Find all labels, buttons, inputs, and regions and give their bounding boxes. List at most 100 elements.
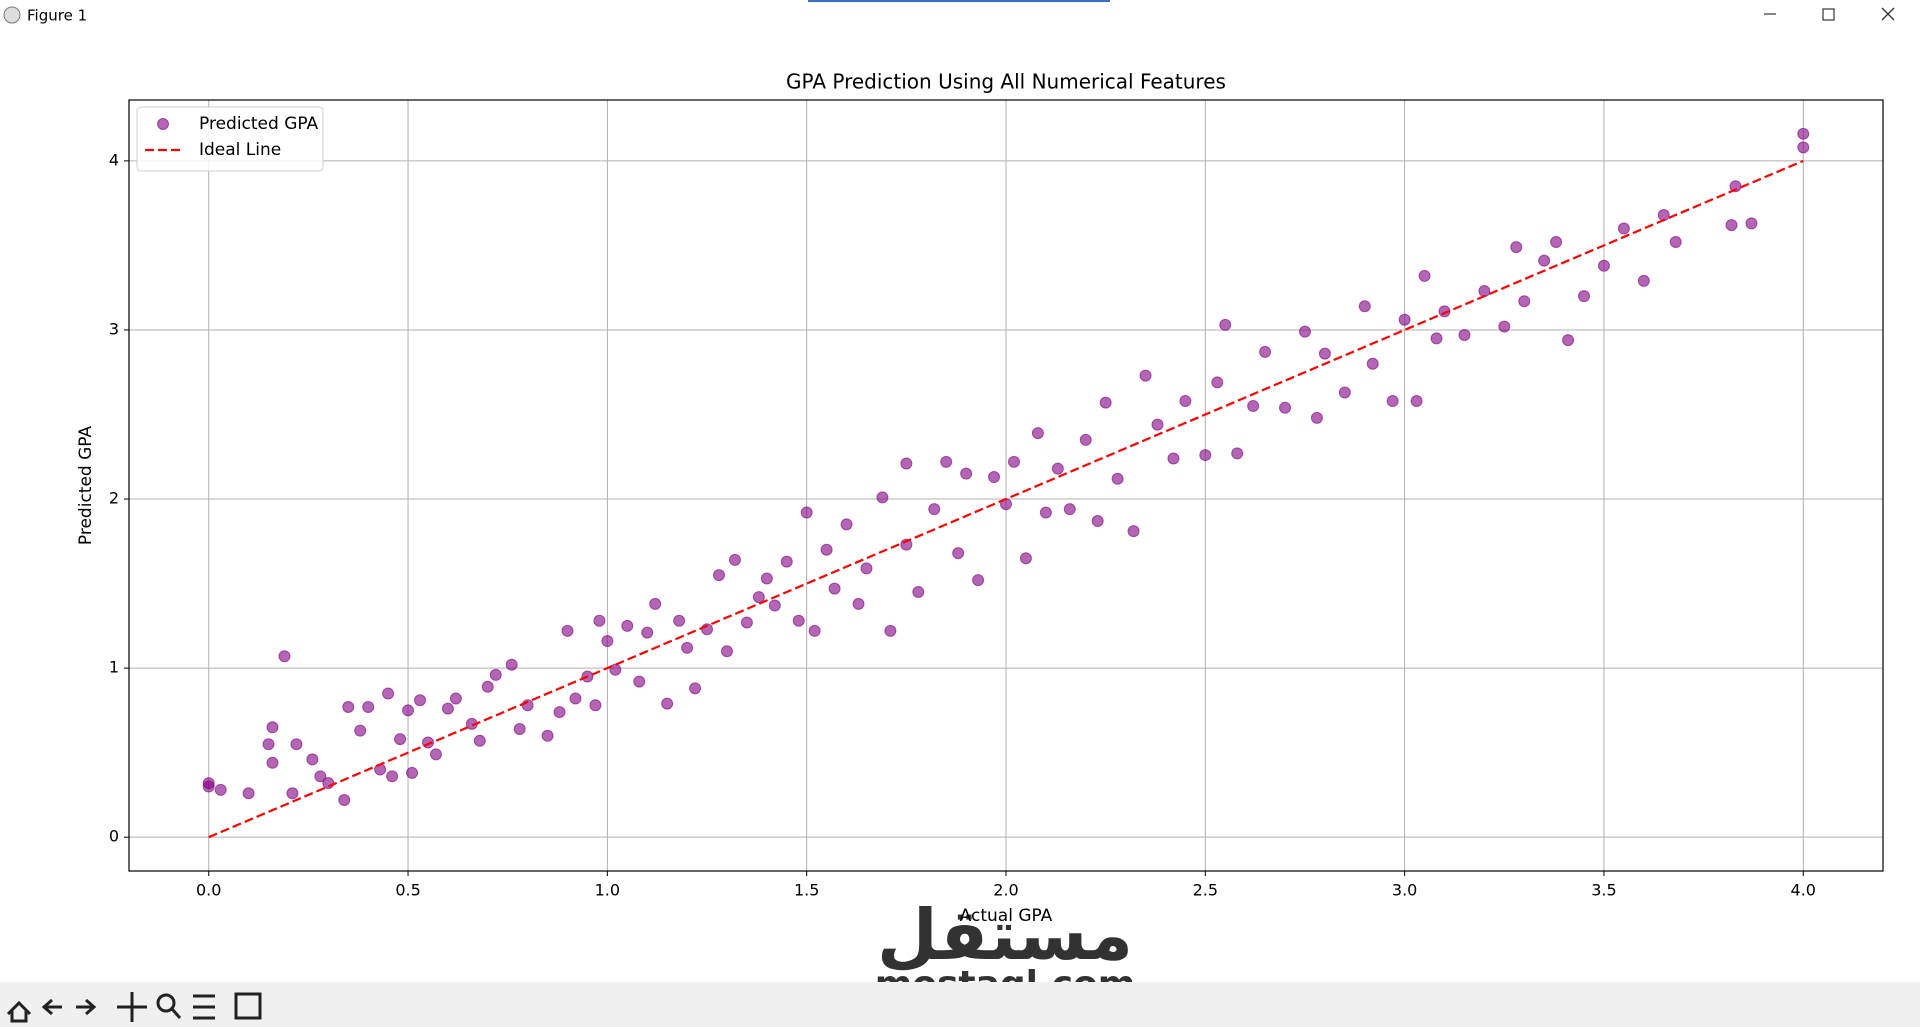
scatter-point <box>1725 219 1738 232</box>
scatter-point <box>1518 295 1531 308</box>
scatter-point <box>593 614 606 627</box>
scatter-point <box>1039 506 1052 519</box>
scatter-point <box>960 467 973 480</box>
x-tick-label: 1.0 <box>595 881 620 900</box>
scatter-point <box>912 586 925 599</box>
legend-label: Ideal Line <box>199 140 281 160</box>
scatter-point <box>1398 313 1411 326</box>
scatter-point <box>1386 394 1399 407</box>
scatter-point <box>1179 394 1192 407</box>
scatter-point <box>1127 525 1140 538</box>
legend <box>136 106 324 172</box>
scatter-point <box>382 687 395 700</box>
scatter-point <box>601 635 614 648</box>
scatter-point <box>972 574 985 587</box>
scatter-point <box>681 641 694 654</box>
scatter-point <box>1007 455 1020 468</box>
scatter-point <box>988 471 1001 484</box>
scatter-point <box>1617 222 1630 235</box>
scatter-point <box>900 457 913 470</box>
scatter-point <box>386 770 399 783</box>
chart-title: GPA Prediction Using All Numerical Featu… <box>786 70 1226 94</box>
save-button[interactable] <box>234 992 262 1020</box>
scatter-point <box>760 572 773 585</box>
toolbar <box>0 982 1920 1027</box>
scatter-point <box>1797 127 1810 140</box>
scatter-point <box>1111 472 1124 485</box>
scatter-point <box>1657 208 1670 221</box>
scatter-point <box>202 780 215 793</box>
scatter-point <box>1669 236 1682 249</box>
legend-label: Predicted GPA <box>199 114 319 134</box>
y-axis-label: Predicted GPA <box>76 426 96 546</box>
x-tick-label: 3.5 <box>1591 881 1616 900</box>
toolbar-icons <box>6 992 262 1023</box>
scatter-point <box>792 614 805 627</box>
scatter-point <box>1259 345 1272 358</box>
scatter-point <box>1247 400 1260 413</box>
scatter-point <box>262 738 275 751</box>
scatter-point <box>1091 515 1104 528</box>
scatter-point <box>1211 376 1224 389</box>
scatter-point <box>1418 269 1431 282</box>
scatter-point <box>952 547 965 560</box>
scatter-point <box>1745 217 1758 230</box>
scatter-point <box>1031 427 1044 440</box>
scatter-point <box>1578 290 1591 303</box>
scatter-point <box>1310 411 1323 424</box>
back-button[interactable] <box>41 998 62 1016</box>
x-axis-label: Actual GPA <box>960 906 1053 926</box>
scatter-point <box>429 748 442 761</box>
forward-button[interactable] <box>76 998 97 1016</box>
scatter-point <box>314 770 327 783</box>
scatter-point <box>362 700 375 713</box>
scatter-point <box>242 787 255 800</box>
scatter-point <box>505 658 518 671</box>
y-tick-label: 3 <box>109 319 119 338</box>
app-icon <box>3 6 21 24</box>
x-tick-label: 3.0 <box>1392 881 1417 900</box>
scatter-point <box>1637 274 1650 287</box>
scatter-point <box>266 721 279 734</box>
scatter-point <box>1562 334 1575 347</box>
scatter-point <box>740 616 753 629</box>
scatter-point <box>649 597 662 610</box>
scatter-point <box>828 582 841 595</box>
home-button[interactable] <box>6 1000 32 1023</box>
scatter-point <box>214 783 227 796</box>
scatter-point <box>1167 452 1180 465</box>
configure-button[interactable] <box>193 994 215 1020</box>
scatter-point <box>1139 369 1152 382</box>
scatter-point <box>1366 357 1379 370</box>
scatter-point <box>394 733 407 746</box>
scatter-point <box>1099 396 1112 409</box>
scatter-point <box>278 650 291 663</box>
scatter-point <box>720 645 733 658</box>
x-tick-label: 4.0 <box>1791 881 1816 900</box>
scatter-point <box>449 692 462 705</box>
scatter-point <box>752 591 765 604</box>
y-tick-label: 2 <box>109 489 119 508</box>
y-tick-label: 4 <box>109 150 119 169</box>
axes-frame <box>128 99 1884 872</box>
zoom-button[interactable] <box>156 993 176 1013</box>
scatter-point <box>1510 241 1523 254</box>
scatter-point <box>414 694 427 707</box>
scatter-point <box>481 680 494 693</box>
maximize-button[interactable] <box>1822 8 1835 21</box>
scatter-point <box>800 506 813 519</box>
close-button[interactable] <box>1881 7 1895 21</box>
x-tick-label: 2.5 <box>1193 881 1218 900</box>
scatter-point <box>808 624 821 637</box>
scatter-point <box>1079 433 1092 446</box>
scatter-point <box>1478 285 1491 298</box>
scatter-point <box>338 793 351 806</box>
plot: GPA Prediction Using All Numerical Featu… <box>76 70 1884 926</box>
pan-button[interactable] <box>117 992 147 1022</box>
scatter-point <box>1550 236 1563 249</box>
scatter-point <box>661 697 674 710</box>
title-accent <box>808 0 1110 2</box>
scatter-point <box>402 704 415 717</box>
scatter-point <box>852 597 865 610</box>
scatter-point <box>1338 386 1351 399</box>
